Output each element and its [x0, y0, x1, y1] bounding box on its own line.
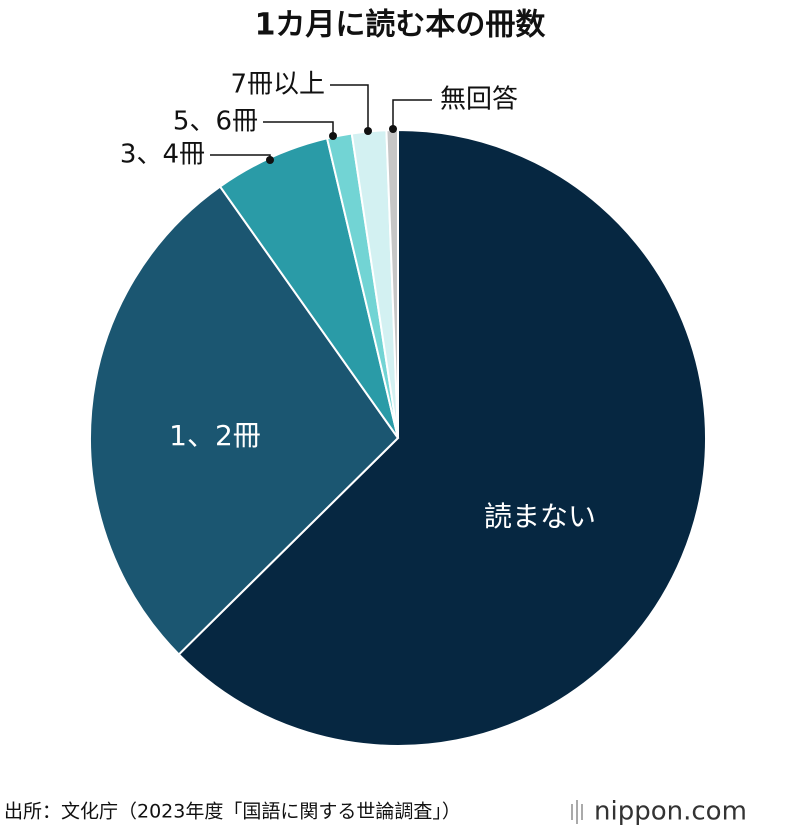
leader-line — [392, 99, 432, 129]
slice-label: 5、6冊 — [173, 107, 258, 137]
leader-line — [263, 121, 334, 136]
logo: nippon.com — [594, 797, 747, 827]
slice-label: 無回答 — [440, 85, 518, 115]
slice-label: 読まない — [484, 500, 596, 533]
slice-label: 7冊以上 — [230, 70, 325, 100]
slice-label: 1、2冊 — [169, 419, 261, 452]
leader-dot — [266, 156, 274, 164]
leader-line — [330, 84, 369, 131]
source-note: 出所：文化庁（2023年度「国語に関する世論調査」） — [4, 801, 461, 823]
pie-slice — [177, 128, 707, 747]
pie-slice — [89, 185, 400, 656]
slice-label: 3、4冊 — [120, 140, 205, 170]
leader-dot — [364, 127, 372, 135]
leader-dot — [329, 132, 337, 140]
chart-title: 1カ月に読む本の冊数 — [255, 8, 547, 43]
leader-dot — [389, 125, 397, 133]
logo-mark — [571, 800, 583, 824]
